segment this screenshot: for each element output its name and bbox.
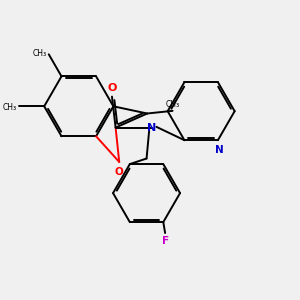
Text: O: O [107, 83, 117, 93]
Text: O: O [114, 167, 123, 177]
Text: N: N [147, 123, 157, 133]
Text: CH₃: CH₃ [166, 100, 180, 109]
Text: N: N [215, 145, 224, 154]
Text: CH₃: CH₃ [3, 103, 17, 112]
Text: F: F [162, 236, 169, 246]
Text: CH₃: CH₃ [33, 49, 47, 58]
